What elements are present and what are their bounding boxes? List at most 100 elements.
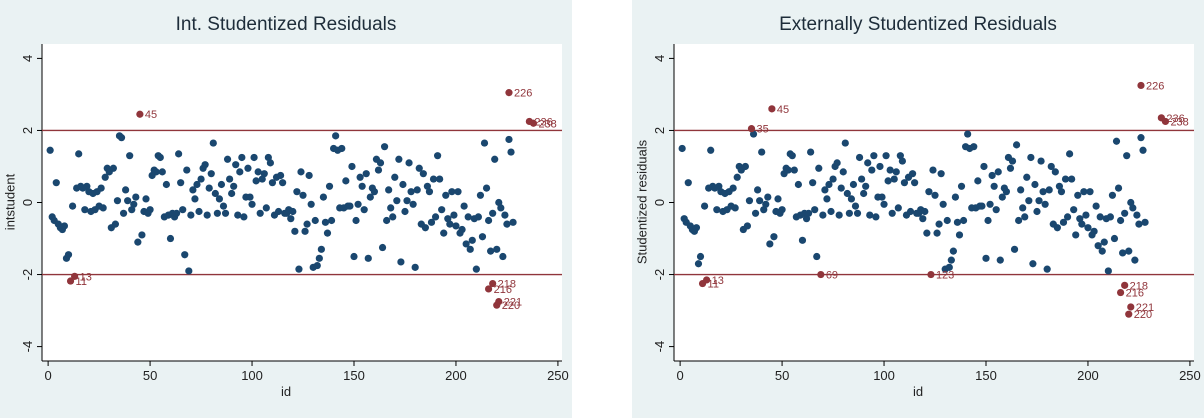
data-point: [868, 166, 876, 174]
data-point: [482, 184, 491, 192]
outlier-point: [1125, 310, 1133, 318]
data-point: [862, 182, 870, 190]
x-tick-label: 150: [975, 368, 997, 383]
data-point: [128, 206, 136, 214]
data-point: [442, 191, 450, 199]
data-point: [332, 132, 340, 140]
data-point: [896, 152, 904, 160]
data-point: [46, 146, 54, 154]
data-point: [181, 251, 189, 259]
data-point: [855, 153, 864, 162]
data-point: [268, 179, 277, 187]
data-point: [827, 207, 835, 216]
data-point: [262, 204, 270, 212]
data-point: [248, 200, 256, 208]
data-point: [1078, 220, 1086, 228]
data-point: [507, 148, 515, 156]
data-point: [391, 173, 399, 181]
data-point: [749, 130, 758, 138]
outlier-label: 11: [76, 276, 87, 288]
y-tick-label: -4: [20, 341, 35, 353]
data-point: [758, 148, 766, 156]
data-point: [835, 211, 843, 219]
data-point: [215, 195, 224, 203]
data-point: [774, 195, 782, 203]
data-point: [421, 224, 429, 232]
data-point: [788, 152, 796, 160]
data-point: [291, 227, 299, 235]
y-tick-label: 4: [20, 55, 35, 62]
data-point: [821, 186, 829, 194]
data-point: [289, 207, 297, 216]
data-point: [815, 164, 823, 172]
data-point: [305, 171, 313, 180]
data-point: [240, 213, 248, 221]
data-point: [745, 197, 754, 205]
data-point: [715, 182, 723, 190]
data-point: [338, 144, 346, 153]
data-point: [925, 188, 933, 196]
data-point: [1100, 238, 1108, 246]
data-point: [692, 224, 701, 232]
data-point: [321, 218, 330, 226]
data-point: [501, 211, 509, 219]
outlier-label: 11: [708, 279, 719, 291]
data-point: [900, 179, 909, 187]
outlier-point: [1116, 288, 1125, 297]
data-point: [438, 206, 446, 214]
data-point: [980, 162, 988, 171]
outlier-point: [489, 279, 497, 288]
outlier-point: [927, 270, 935, 279]
data-point: [101, 173, 109, 181]
data-point: [183, 166, 191, 174]
x-tick-label: 100: [241, 368, 263, 383]
data-point: [429, 175, 438, 183]
data-point: [1104, 267, 1112, 275]
data-point: [401, 207, 409, 216]
data-point: [764, 193, 772, 201]
x-tick-label: 50: [775, 368, 789, 383]
data-point: [870, 152, 878, 160]
data-point: [427, 218, 436, 226]
data-point: [395, 155, 403, 163]
data-point: [258, 175, 266, 183]
data-point: [731, 204, 739, 212]
data-point: [839, 168, 847, 176]
outlier-label: 123: [936, 270, 954, 282]
outlier-label: 13: [712, 275, 724, 287]
data-point: [405, 159, 413, 167]
data-point: [945, 263, 953, 271]
data-point: [1119, 249, 1127, 257]
data-point: [444, 215, 452, 223]
data-point: [990, 182, 998, 190]
data-point: [751, 209, 760, 217]
data-point: [246, 193, 254, 201]
data-point: [1121, 209, 1129, 217]
data-point: [226, 175, 234, 183]
data-point: [957, 182, 966, 190]
data-point: [484, 216, 493, 225]
data-point: [499, 252, 507, 261]
data-point: [64, 251, 73, 259]
data-point: [713, 206, 721, 214]
data-point: [119, 209, 128, 217]
data-point: [274, 207, 283, 216]
data-point: [1053, 224, 1061, 232]
data-point: [1008, 157, 1017, 165]
outlier-label: 226: [514, 88, 532, 100]
outlier-label: 221: [1136, 302, 1154, 314]
outlier-point: [768, 105, 776, 113]
data-point: [700, 202, 709, 210]
data-point: [431, 213, 440, 221]
data-point: [1131, 256, 1139, 264]
outlier-label: 226: [1146, 80, 1164, 92]
left-chart-panel: Int. Studentized Residuals intstudent id…: [0, 0, 572, 418]
data-point: [325, 182, 334, 190]
outlier-point: [136, 110, 144, 118]
data-point: [825, 180, 833, 189]
data-point: [939, 200, 947, 208]
outlier-label: 221: [504, 297, 522, 309]
data-point: [311, 216, 319, 225]
data-point: [217, 180, 226, 189]
data-point: [802, 215, 811, 223]
